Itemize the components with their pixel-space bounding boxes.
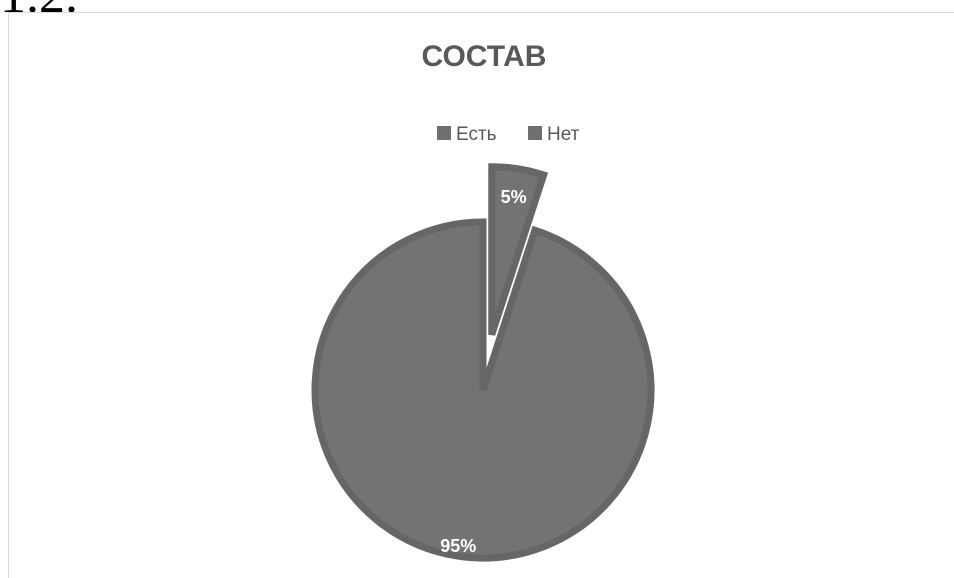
pie-slices <box>311 163 655 562</box>
legend: Есть Нет <box>437 124 580 145</box>
legend-swatch-net <box>528 126 542 140</box>
data-label-est: 5% <box>501 187 527 207</box>
pie-labels: 5% 95% <box>440 187 526 556</box>
legend-label-est: Есть <box>456 124 497 145</box>
pie-slice-est <box>488 163 549 336</box>
legend-swatch-est <box>437 126 451 140</box>
pie-slice-net <box>311 218 655 562</box>
legend-label-net: Нет <box>547 124 580 145</box>
data-label-net: 95% <box>440 536 476 556</box>
chart-title: СОСТАВ <box>422 40 547 73</box>
